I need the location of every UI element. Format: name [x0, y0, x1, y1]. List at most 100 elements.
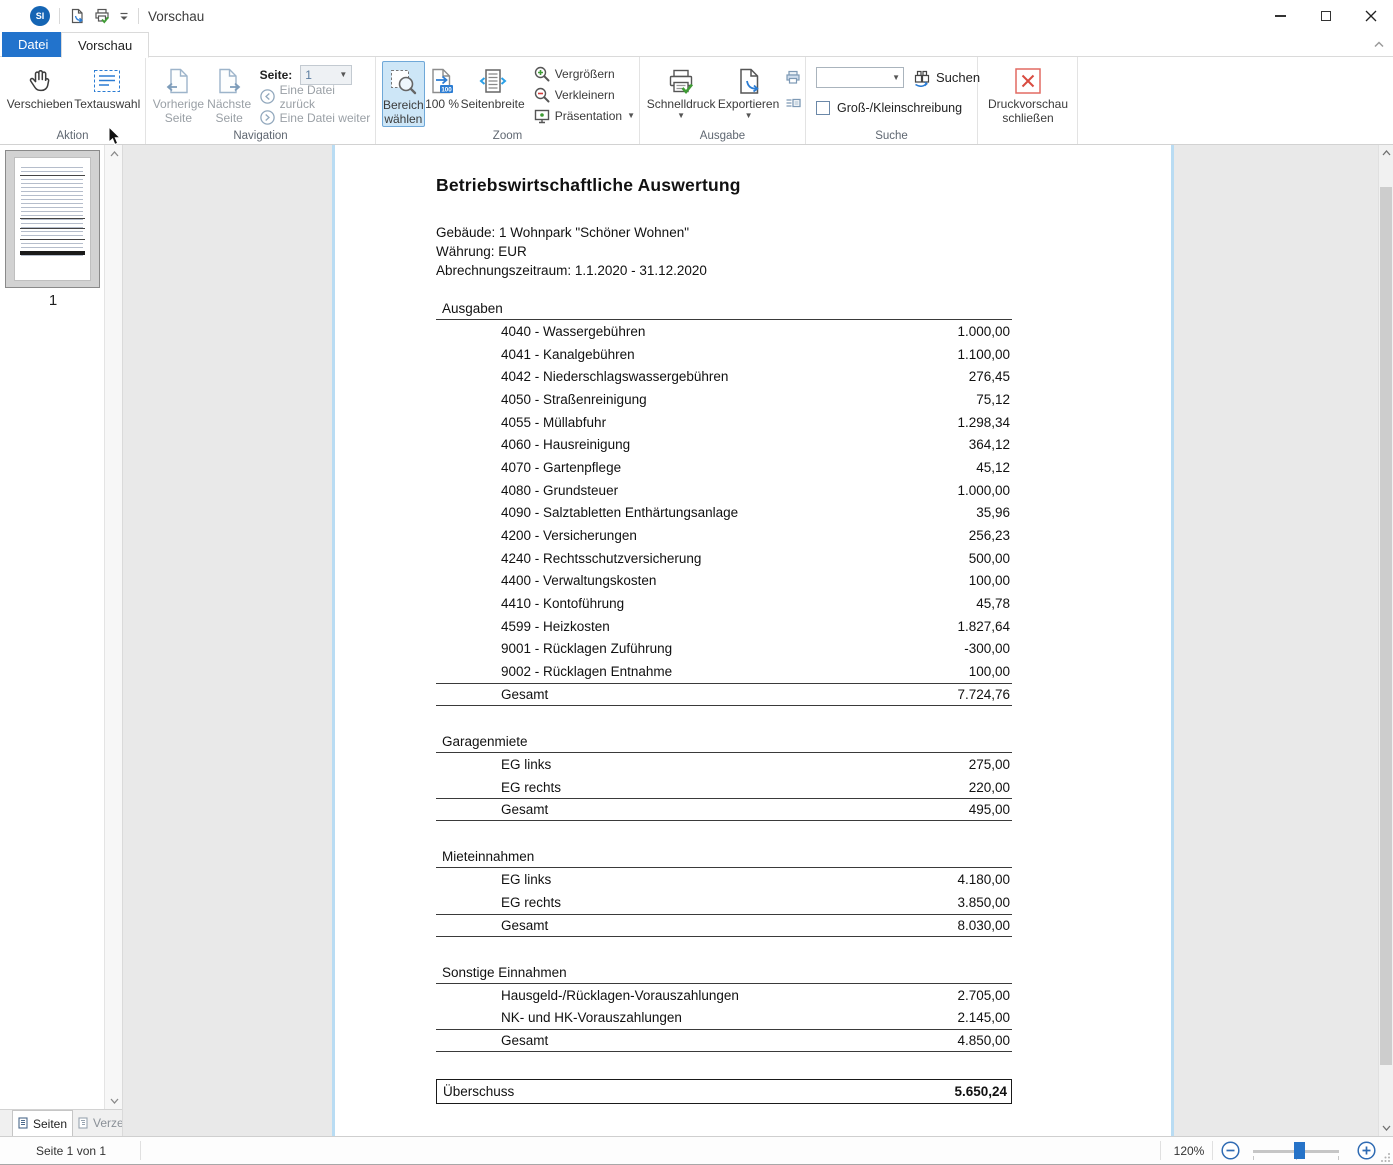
customize-toolbar-icon[interactable]	[119, 11, 129, 21]
table-row: 4042 - Niederschlagswassergebühren 276,45	[501, 369, 1010, 385]
quick-print-check-icon	[666, 64, 696, 98]
page-thumbnail[interactable]	[5, 150, 100, 288]
zoom-in-button[interactable]	[1357, 1141, 1376, 1160]
chevron-down-icon: ▼	[339, 70, 348, 79]
vergroessern-button[interactable]: Vergrößern	[534, 63, 635, 84]
eine-datei-weiter-button[interactable]: Eine Datei weiter	[259, 107, 371, 128]
section-title: Sonstige Einnahmen	[436, 964, 1012, 984]
scrollbar-thumb[interactable]	[1380, 187, 1392, 1065]
ueberschuss-label: Überschuss	[443, 1084, 515, 1100]
sidebar-scrollbar[interactable]	[104, 145, 122, 1109]
chevron-down-icon: ▼	[744, 110, 753, 120]
page-width-icon	[478, 64, 508, 98]
druckvorschau-schliessen-button[interactable]: Druckvorschau schließen	[984, 61, 1072, 125]
zoom-out-icon	[534, 87, 550, 103]
table-row: EG links 4.180,00	[501, 872, 1010, 888]
resize-grip[interactable]	[1381, 1152, 1391, 1162]
table-row: 4070 - Gartenpflege 45,12	[501, 459, 1010, 475]
praesentation-button[interactable]: Präsentation ▼	[534, 105, 635, 126]
printer-icon[interactable]	[785, 69, 801, 85]
select-area-icon	[388, 65, 418, 99]
tab-vorschau[interactable]: Vorschau	[61, 32, 150, 58]
scroll-up-icon[interactable]	[1379, 145, 1393, 161]
verschieben-button[interactable]: Verschieben	[6, 61, 74, 112]
tab-seiten[interactable]: Seiten	[12, 1110, 74, 1136]
verschieben-label: Verschieben	[6, 97, 73, 111]
checkbox-icon[interactable]	[816, 101, 830, 115]
preview-canvas[interactable]: Betriebswirtschaftliche Auswertung Gebäu…	[122, 145, 1378, 1136]
table-row: 9002 - Rücklagen Entnahme 100,00	[501, 664, 1010, 680]
binoculars-icon	[912, 69, 932, 87]
table-row: 4400 - Verwaltungskosten 100,00	[501, 573, 1010, 589]
report-info: Gebäude: 1 Wohnpark "Schöner Wohnen" Wäh…	[436, 223, 1012, 280]
naechste-seite-label: Nächste Seite	[207, 97, 252, 125]
quick-access-toolbar: SI Vorschau	[30, 0, 204, 32]
ribbon-tab-bar: Datei Vorschau	[0, 32, 1393, 58]
zoom-out-button[interactable]	[1221, 1141, 1240, 1160]
seitenbreite-button[interactable]: Seitenbreite	[460, 61, 526, 112]
vertical-scrollbar[interactable]	[1378, 145, 1393, 1136]
page-number-combobox[interactable]: 1 ▼	[300, 64, 353, 85]
table-row: 9001 - Rücklagen Zuführung -300,00	[501, 641, 1010, 657]
eine-datei-zurueck-button[interactable]: Eine Datei zurück	[259, 83, 371, 111]
case-sensitive-label: Groß-/Kleinschreibung	[837, 101, 963, 115]
table-row: 4240 - Rechtsschutzversicherung 500,00	[501, 550, 1010, 566]
close-button[interactable]	[1348, 0, 1393, 32]
section-title: Garagenmiete	[436, 733, 1012, 753]
table-row: 4200 - Versicherungen 256,23	[501, 528, 1010, 544]
print-options-icon[interactable]	[785, 95, 801, 111]
group-caption-ausgabe: Ausgabe	[699, 130, 746, 142]
app-logo[interactable]: SI	[30, 6, 50, 26]
group-suche: ▼ Suchen Groß-/Kleinschreibung Suche	[806, 57, 980, 144]
section-title: Mieteinnahmen	[436, 848, 1012, 869]
total-row: Gesamt 8.030,00	[436, 913, 1012, 937]
thumbnail-sidebar: 1 Seiten Verze..	[0, 145, 130, 1136]
suchen-button[interactable]: Suchen	[912, 69, 980, 87]
circle-left-arrow-icon	[259, 89, 275, 104]
mouse-cursor	[108, 127, 122, 146]
sidebar-tab-bar: Seiten Verze..	[0, 1109, 130, 1136]
chevron-down-icon: ▼	[677, 110, 686, 120]
textauswahl-button[interactable]: Textauswahl	[74, 61, 142, 112]
scroll-up-icon[interactable]	[105, 145, 123, 162]
zoom-in-icon	[534, 66, 550, 82]
table-row: 4055 - Müllabfuhr 1.298,34	[501, 414, 1010, 430]
section-garagenmiete: Garagenmiete EG links 275,00 EG rechts 220…	[436, 733, 1012, 822]
zoom-slider-thumb[interactable]	[1294, 1142, 1305, 1159]
tab-datei[interactable]: Datei	[2, 32, 65, 57]
main-area: 1 Seiten Verze.. Betriebswirtschaftlich	[0, 145, 1393, 1136]
case-sensitive-checkbox-row[interactable]: Groß-/Kleinschreibung	[816, 101, 980, 115]
verkleinern-button[interactable]: Verkleinern	[534, 84, 635, 105]
quick-print-icon[interactable]	[94, 8, 110, 24]
zoom-100-button[interactable]: 100 100 %	[425, 61, 460, 112]
table-row: Hausgeld-/Rücklagen-Vorauszahlungen 2.705…	[501, 987, 1010, 1003]
section-sonstige-einnahmen: Sonstige Einnahmen Hausgeld-/Rücklagen-V…	[436, 964, 1012, 1053]
group-caption-zoom: Zoom	[492, 130, 523, 142]
table-row: 4080 - Grundsteuer 1.000,00	[501, 482, 1010, 498]
naechste-seite-button[interactable]: Nächste Seite	[205, 61, 254, 125]
zoom-100-icon: 100	[427, 64, 457, 98]
separator	[138, 8, 139, 24]
vorherige-seite-button[interactable]: Vorherige Seite	[152, 61, 205, 125]
scroll-down-icon[interactable]	[1379, 1120, 1393, 1136]
minimize-button[interactable]	[1258, 0, 1303, 32]
export-icon	[734, 64, 764, 98]
chevron-down-icon[interactable]: ▼	[892, 73, 900, 82]
export-file-icon[interactable]	[69, 8, 85, 24]
scroll-down-icon[interactable]	[105, 1092, 123, 1109]
maximize-button[interactable]	[1303, 0, 1348, 32]
tab-verzeichnis[interactable]: Verze..	[73, 1110, 135, 1136]
table-row: 4060 - Hausreinigung 364,12	[501, 437, 1010, 453]
search-input[interactable]	[816, 67, 904, 88]
group-aktion: Verschieben Textauswahl Aktion	[0, 57, 146, 144]
thumbnail-page-number: 1	[48, 292, 58, 309]
exportieren-button[interactable]: Exportieren ▼	[716, 61, 781, 119]
bereich-waehlen-button[interactable]: Bereich wählen	[382, 61, 425, 127]
total-row: Gesamt 4.850,00	[436, 1029, 1012, 1053]
info-period: Abrechnungszeitraum: 1.1.2020 - 31.12.20…	[436, 263, 707, 278]
table-row: 4410 - Kontoführung 45,78	[501, 596, 1010, 612]
vorherige-seite-label: Vorherige Seite	[152, 97, 205, 125]
table-row: 4041 - Kanalgebühren 1.100,00	[501, 346, 1010, 362]
collapse-ribbon-icon[interactable]	[1373, 40, 1385, 48]
schnelldruck-button[interactable]: Schnelldruck ▼	[646, 61, 716, 119]
